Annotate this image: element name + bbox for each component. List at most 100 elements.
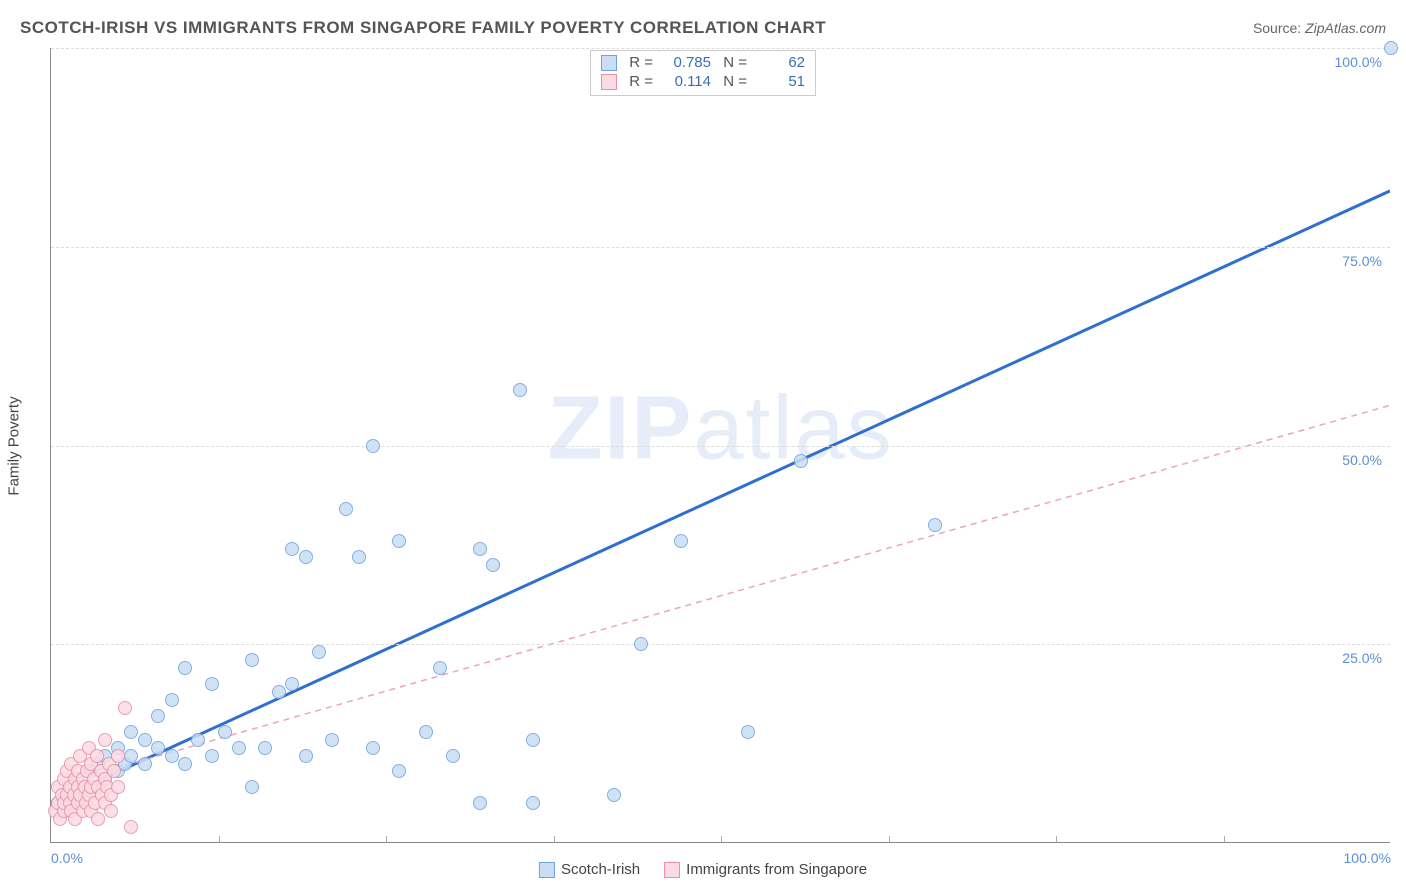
data-point xyxy=(104,804,118,818)
data-point xyxy=(339,502,353,516)
data-point xyxy=(473,796,487,810)
data-point xyxy=(352,550,366,564)
stats-legend-row: R = 0.114 N = 51 xyxy=(601,72,805,91)
data-point xyxy=(91,812,105,826)
stat-r-label: R = xyxy=(625,73,653,90)
data-point xyxy=(272,685,286,699)
data-point xyxy=(486,558,500,572)
data-point xyxy=(178,661,192,675)
trend-line xyxy=(51,405,1390,786)
gridline xyxy=(51,48,1390,49)
data-point xyxy=(165,749,179,763)
data-point xyxy=(111,749,125,763)
stats-legend-row: R = 0.785 N = 62 xyxy=(601,53,805,72)
data-point xyxy=(526,733,540,747)
data-point xyxy=(285,677,299,691)
y-tick-label: 75.0% xyxy=(1342,253,1382,269)
data-point xyxy=(232,741,246,755)
data-point xyxy=(124,749,138,763)
watermark-rest: atlas xyxy=(693,379,893,479)
data-point xyxy=(205,677,219,691)
data-point xyxy=(138,733,152,747)
x-inner-tick xyxy=(1056,836,1057,842)
data-point xyxy=(124,725,138,739)
trend-line xyxy=(51,191,1390,802)
data-point xyxy=(218,725,232,739)
data-point xyxy=(299,550,313,564)
x-inner-tick xyxy=(554,836,555,842)
data-point xyxy=(124,820,138,834)
x-tick-label: 100.0% xyxy=(1344,850,1391,866)
data-point xyxy=(526,796,540,810)
data-point xyxy=(433,661,447,675)
stat-n-label: N = xyxy=(719,54,747,71)
x-inner-tick xyxy=(1224,836,1225,842)
gridline xyxy=(51,446,1390,447)
data-point xyxy=(513,383,527,397)
legend-swatch xyxy=(539,862,555,878)
data-point xyxy=(299,749,313,763)
y-axis-label: Family Poverty xyxy=(6,396,23,495)
y-tick-label: 100.0% xyxy=(1335,54,1382,70)
data-point xyxy=(165,693,179,707)
data-point xyxy=(928,518,942,532)
stat-r-label: R = xyxy=(625,54,653,71)
x-inner-tick xyxy=(721,836,722,842)
gridline xyxy=(51,247,1390,248)
data-point xyxy=(366,741,380,755)
data-point xyxy=(392,764,406,778)
x-inner-tick xyxy=(219,836,220,842)
data-point xyxy=(138,757,152,771)
data-point xyxy=(1384,41,1398,55)
legend-swatch xyxy=(601,55,617,71)
x-inner-tick xyxy=(889,836,890,842)
data-point xyxy=(245,780,259,794)
data-point xyxy=(118,701,132,715)
data-point xyxy=(446,749,460,763)
stat-r-value: 0.114 xyxy=(661,73,711,90)
stat-n-label: N = xyxy=(719,73,747,90)
source-name: ZipAtlas.com xyxy=(1305,20,1386,36)
data-point xyxy=(325,733,339,747)
data-point xyxy=(205,749,219,763)
data-point xyxy=(419,725,433,739)
data-point xyxy=(151,741,165,755)
data-point xyxy=(607,788,621,802)
data-point xyxy=(111,780,125,794)
source-attribution: Source: ZipAtlas.com xyxy=(1253,20,1386,36)
x-inner-tick xyxy=(386,836,387,842)
legend-item: Scotch-Irish xyxy=(539,861,640,878)
legend-swatch xyxy=(664,862,680,878)
watermark: ZIPatlas xyxy=(547,378,893,481)
stat-n-value: 51 xyxy=(755,73,805,90)
x-tick-label: 0.0% xyxy=(51,850,83,866)
data-point xyxy=(674,534,688,548)
chart-title: SCOTCH-IRISH VS IMMIGRANTS FROM SINGAPOR… xyxy=(20,18,826,38)
legend-swatch xyxy=(601,74,617,90)
data-point xyxy=(107,764,121,778)
data-point xyxy=(258,741,272,755)
series-legend: Scotch-Irish Immigrants from Singapore xyxy=(539,861,867,878)
data-point xyxy=(634,637,648,651)
data-point xyxy=(151,709,165,723)
data-point xyxy=(473,542,487,556)
legend-label: Scotch-Irish xyxy=(561,861,640,878)
stats-legend: R = 0.785 N = 62 R = 0.114 N = 51 xyxy=(590,50,816,96)
scatter-plot-area: ZIPatlas 25.0%50.0%75.0%100.0%0.0%100.0% xyxy=(50,48,1390,843)
data-point xyxy=(312,645,326,659)
legend-item: Immigrants from Singapore xyxy=(664,861,867,878)
data-point xyxy=(741,725,755,739)
stat-n-value: 62 xyxy=(755,54,805,71)
data-point xyxy=(178,757,192,771)
legend-label: Immigrants from Singapore xyxy=(686,861,867,878)
data-point xyxy=(794,454,808,468)
data-point xyxy=(285,542,299,556)
data-point xyxy=(366,439,380,453)
data-point xyxy=(98,733,112,747)
watermark-bold: ZIP xyxy=(547,379,693,479)
y-tick-label: 25.0% xyxy=(1342,650,1382,666)
data-point xyxy=(392,534,406,548)
gridline xyxy=(51,644,1390,645)
data-point xyxy=(245,653,259,667)
stat-r-value: 0.785 xyxy=(661,54,711,71)
